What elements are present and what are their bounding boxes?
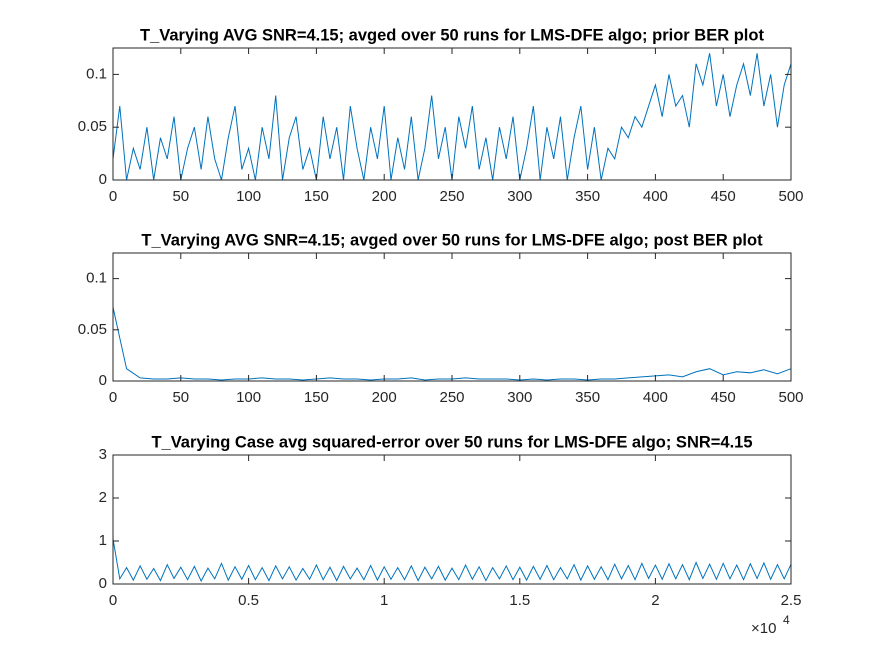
y-tick-label: 2 bbox=[99, 489, 107, 506]
chart-title: T_Varying Case avg squared-error over 50… bbox=[151, 433, 752, 451]
x-tick-label: 0 bbox=[109, 188, 117, 205]
x-tick-label: 500 bbox=[778, 389, 803, 406]
x-tick-label: 0.5 bbox=[238, 592, 259, 609]
axes-background bbox=[113, 455, 791, 584]
axes-box bbox=[112, 454, 792, 585]
x-tick-label: 200 bbox=[372, 389, 397, 406]
x-tick-label: 100 bbox=[236, 389, 261, 406]
x-tick-label: 300 bbox=[507, 389, 532, 406]
y-tick-label: 0.1 bbox=[86, 270, 107, 287]
x-tick-label: 250 bbox=[439, 188, 464, 205]
x-tick-label: 500 bbox=[778, 188, 803, 205]
x-tick-label: 1 bbox=[380, 592, 388, 609]
x-tick-label: 150 bbox=[304, 389, 329, 406]
x-tick-label: 100 bbox=[236, 188, 261, 205]
x-tick-label: 0 bbox=[109, 592, 117, 609]
axes-background bbox=[113, 253, 791, 381]
data-line bbox=[112, 538, 792, 583]
x-tick-label: 2.5 bbox=[781, 592, 802, 609]
x-tick-label: 1.5 bbox=[509, 592, 530, 609]
y-tick-label: 1 bbox=[99, 532, 107, 549]
x-tick-label: 50 bbox=[172, 188, 189, 205]
x-tick-label: 2 bbox=[651, 592, 659, 609]
y-tick-label: 0.05 bbox=[78, 118, 107, 135]
x-tick-label: 450 bbox=[711, 389, 736, 406]
x-exponent-power: 4 bbox=[783, 613, 790, 627]
chart-title: T_Varying AVG SNR=4.15; avged over 50 ru… bbox=[140, 26, 764, 44]
x-tick-label: 300 bbox=[507, 188, 532, 205]
axes-background bbox=[113, 48, 791, 180]
x-tick-label: 400 bbox=[643, 188, 668, 205]
x-tick-label: 400 bbox=[643, 389, 668, 406]
x-exponent: ×10 bbox=[751, 620, 776, 637]
x-tick-label: 150 bbox=[304, 188, 329, 205]
y-tick-label: 0.05 bbox=[78, 321, 107, 338]
x-tick-label: 200 bbox=[372, 188, 397, 205]
x-tick-label: 450 bbox=[711, 188, 736, 205]
y-tick-label: 0 bbox=[99, 575, 107, 592]
x-tick-label: 350 bbox=[575, 188, 600, 205]
y-tick-label: 0 bbox=[99, 372, 107, 389]
y-tick-label: 3 bbox=[99, 446, 107, 463]
y-tick-label: 0.1 bbox=[86, 65, 107, 82]
x-tick-label: 350 bbox=[575, 389, 600, 406]
x-tick-label: 250 bbox=[439, 389, 464, 406]
x-tick-label: 50 bbox=[172, 389, 189, 406]
x-tick-label: 0 bbox=[109, 389, 117, 406]
chart-title: T_Varying AVG SNR=4.15; avged over 50 ru… bbox=[141, 231, 763, 249]
y-tick-label: 0 bbox=[99, 171, 107, 188]
